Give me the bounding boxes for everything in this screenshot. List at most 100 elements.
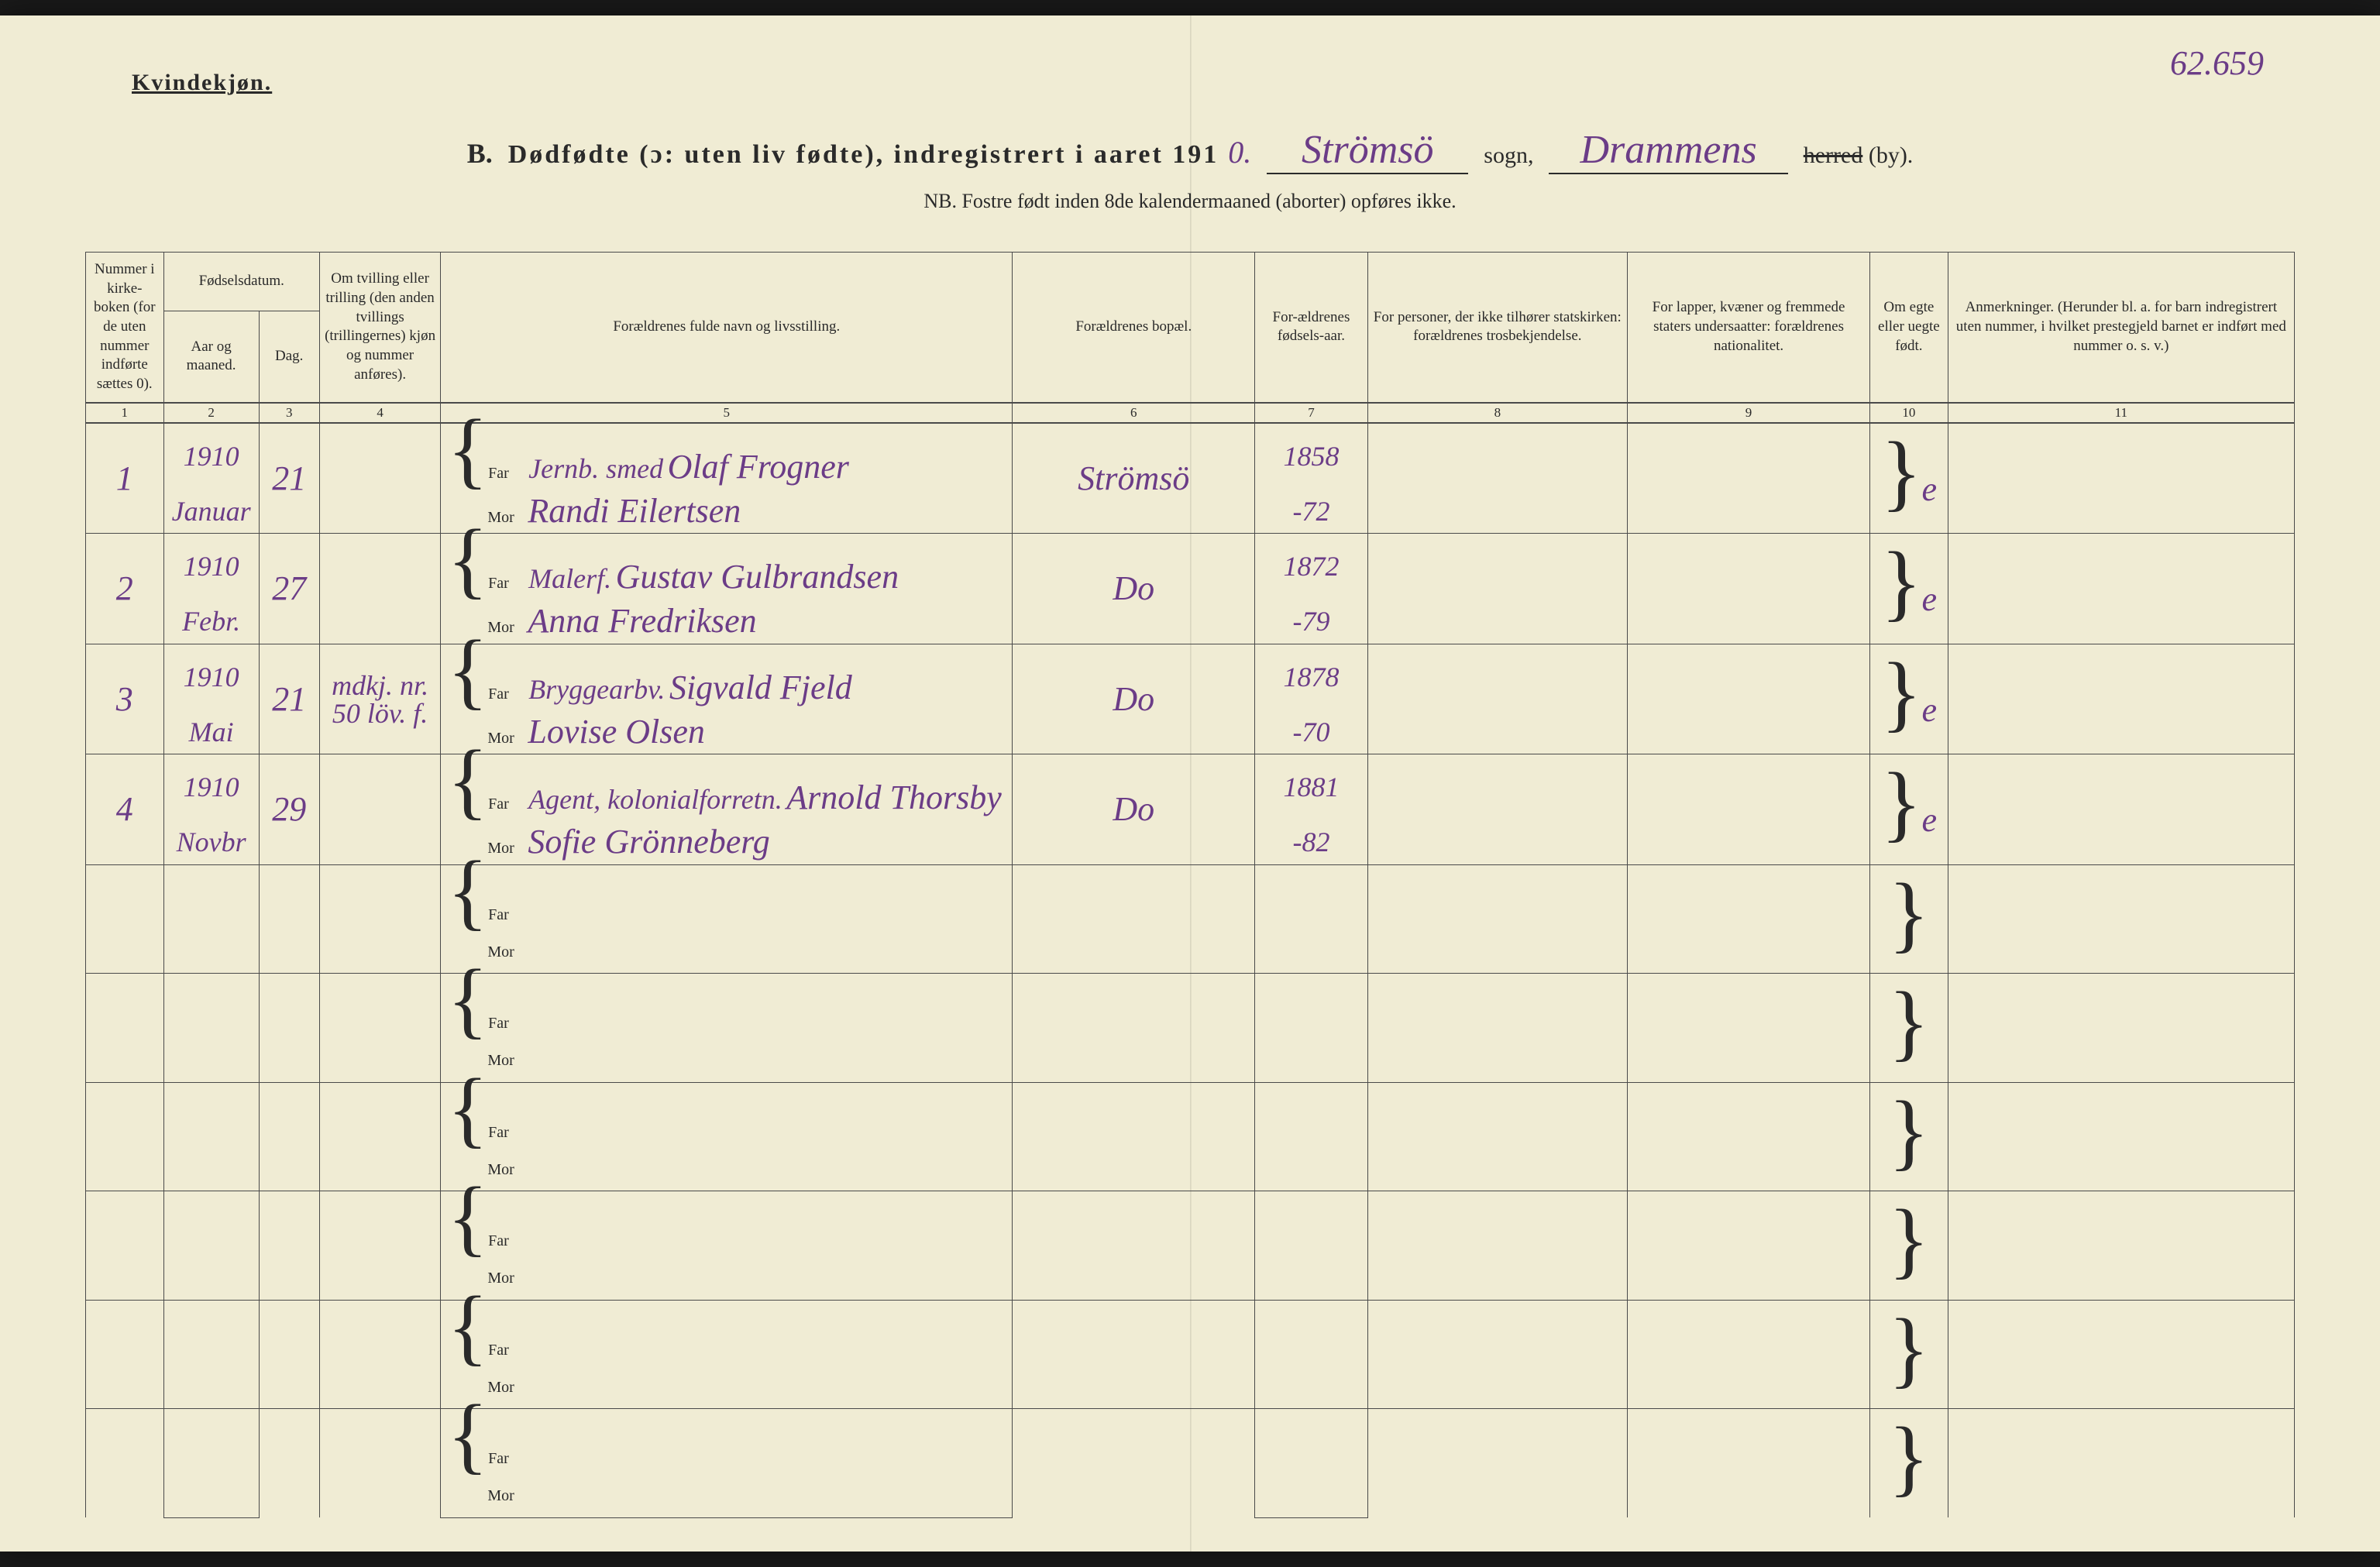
cell-empty bbox=[1013, 1191, 1255, 1301]
cell-empty bbox=[1628, 1300, 1870, 1409]
cell-empty bbox=[1628, 974, 1870, 1083]
sogn-label: sogn, bbox=[1484, 143, 1533, 169]
cell-empty bbox=[1255, 1409, 1367, 1473]
cell-national bbox=[1628, 754, 1870, 865]
cell-empty bbox=[163, 1409, 259, 1473]
year-suffix-hw: 0. bbox=[1228, 134, 1251, 170]
table-row-empty: {Far } bbox=[86, 864, 2295, 929]
cell-anm bbox=[1948, 423, 2294, 534]
cell-empty bbox=[1255, 1364, 1367, 1409]
cell-far-empty: {Far bbox=[441, 974, 1013, 1038]
cell-egte: }e bbox=[1870, 534, 1948, 644]
colnum: 10 bbox=[1870, 403, 1948, 423]
colnum: 5 bbox=[441, 403, 1013, 423]
cell-year: 1910 bbox=[163, 644, 259, 710]
cell-statskirken bbox=[1367, 534, 1627, 644]
cell-empty bbox=[163, 929, 259, 974]
cell-egte: }e bbox=[1870, 423, 1948, 534]
cell-far-aar: 1881 bbox=[1255, 754, 1367, 820]
cell-far-empty: {Far bbox=[441, 1191, 1013, 1256]
cell-empty bbox=[163, 1146, 259, 1191]
register-table: Nummer i kirke-boken (for de uten nummer… bbox=[85, 252, 2295, 1518]
cell-empty: } bbox=[1870, 974, 1948, 1083]
cell-empty bbox=[1367, 864, 1627, 974]
cell-empty bbox=[1367, 1082, 1627, 1191]
cell-statskirken bbox=[1367, 644, 1627, 754]
cell-tvilling bbox=[319, 754, 441, 865]
cell-empty: } bbox=[1870, 1409, 1948, 1518]
colnum: 6 bbox=[1013, 403, 1255, 423]
col-header-aar: Aar og maaned. bbox=[163, 311, 259, 403]
colnum: 9 bbox=[1628, 403, 1870, 423]
cell-empty bbox=[163, 1082, 259, 1146]
cell-empty bbox=[163, 864, 259, 929]
herred-handwritten: Drammens bbox=[1549, 127, 1787, 174]
cell-empty bbox=[163, 974, 259, 1038]
cell-mor-aar: -70 bbox=[1255, 710, 1367, 754]
table-header: Nummer i kirke-boken (for de uten nummer… bbox=[86, 253, 2295, 423]
cell-empty bbox=[319, 1409, 441, 1518]
cell-year: 1910 bbox=[163, 754, 259, 820]
gender-label: Kvindekjøn. bbox=[132, 70, 2295, 96]
cell-egte: }e bbox=[1870, 754, 1948, 865]
cell-tvilling bbox=[319, 423, 441, 534]
cell-empty bbox=[259, 974, 319, 1083]
cell-empty bbox=[319, 1082, 441, 1191]
cell-empty bbox=[1948, 1082, 2294, 1191]
cell-empty bbox=[1255, 864, 1367, 929]
col-header-anm: Anmerkninger. (Herunder bl. a. for barn … bbox=[1948, 253, 2294, 403]
cell-empty bbox=[1255, 974, 1367, 1038]
cell-empty bbox=[163, 1364, 259, 1409]
col-header-bopel: Forældrenes bopæl. bbox=[1013, 253, 1255, 403]
cell-statskirken bbox=[1367, 423, 1627, 534]
cell-anm bbox=[1948, 754, 2294, 865]
sogn-handwritten: Strömsö bbox=[1267, 127, 1468, 174]
cell-mor-name: MorAnna Fredriksen bbox=[441, 599, 1013, 644]
cell-nummer: 4 bbox=[86, 754, 164, 865]
cell-month: Novbr bbox=[163, 820, 259, 864]
cell-empty bbox=[86, 1300, 164, 1409]
cell-empty bbox=[259, 1300, 319, 1409]
cell-empty bbox=[1255, 929, 1367, 974]
column-number-row: 1 2 3 4 5 6 7 8 9 10 11 bbox=[86, 403, 2295, 423]
col-header-dag: Dag. bbox=[259, 311, 319, 403]
cell-empty bbox=[163, 1191, 259, 1256]
table-row-empty: {Far } bbox=[86, 1409, 2295, 1473]
cell-empty bbox=[1255, 1255, 1367, 1300]
cell-empty bbox=[86, 974, 164, 1083]
cell-empty bbox=[1013, 1082, 1255, 1191]
cell-empty bbox=[86, 1082, 164, 1191]
cell-month: Januar bbox=[163, 489, 259, 534]
cell-empty bbox=[1948, 974, 2294, 1083]
cell-empty bbox=[163, 1255, 259, 1300]
cell-empty bbox=[319, 864, 441, 974]
col-header-fodselsaar: For-ældrenes fødsels-aar. bbox=[1255, 253, 1367, 403]
cell-empty bbox=[86, 864, 164, 974]
cell-empty bbox=[1628, 1191, 1870, 1301]
cell-empty bbox=[163, 1037, 259, 1082]
cell-empty bbox=[259, 864, 319, 974]
cell-mor-aar: -79 bbox=[1255, 599, 1367, 644]
cell-far-name: {FarBryggearbv. Sigvald Fjeld bbox=[441, 644, 1013, 710]
cell-empty bbox=[319, 1191, 441, 1301]
cell-egte: }e bbox=[1870, 644, 1948, 754]
cell-empty bbox=[319, 974, 441, 1083]
cell-empty bbox=[1948, 1409, 2294, 1518]
cell-far-aar: 1878 bbox=[1255, 644, 1367, 710]
cell-empty bbox=[1013, 864, 1255, 974]
title-prefix: B. bbox=[467, 137, 493, 170]
cell-tvilling bbox=[319, 534, 441, 644]
cell-day: 21 bbox=[259, 423, 319, 534]
cell-far-name: {FarJernb. smed Olaf Frogner bbox=[441, 423, 1013, 489]
cell-empty bbox=[1013, 1409, 1255, 1518]
cell-empty bbox=[1255, 1146, 1367, 1191]
cell-empty: } bbox=[1870, 864, 1948, 974]
cell-nummer: 1 bbox=[86, 423, 164, 534]
cell-empty bbox=[1255, 1037, 1367, 1082]
cell-mor-empty: Mor bbox=[441, 1364, 1013, 1409]
cell-far-aar: 1872 bbox=[1255, 534, 1367, 600]
cell-empty bbox=[319, 1300, 441, 1409]
table-row-empty: {Far } bbox=[86, 974, 2295, 1038]
col-header-egte: Om egte eller uegte født. bbox=[1870, 253, 1948, 403]
cell-far-name: {FarAgent, kolonialforretn. Arnold Thors… bbox=[441, 754, 1013, 820]
